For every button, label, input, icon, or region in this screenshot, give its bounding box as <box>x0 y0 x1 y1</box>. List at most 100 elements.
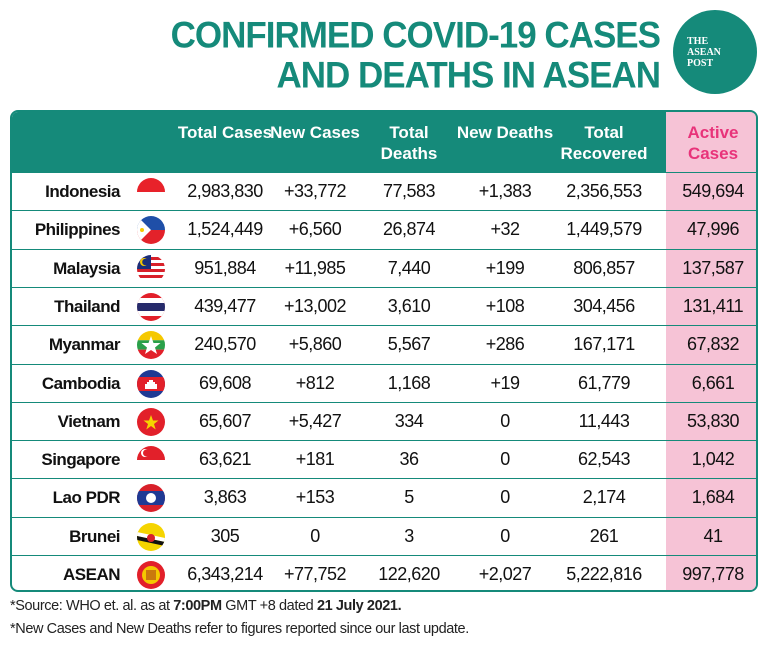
table-row: Lao PDR 3,863 +153 5 0 2,174 1,684 <box>12 478 756 516</box>
new-figures-footnote: *New Cases and New Deaths refer to figur… <box>10 621 469 637</box>
cell-new-cases: +181 <box>295 449 335 470</box>
cell-new-cases: +6,560 <box>288 219 342 240</box>
table-row: Malaysia 951,884 +11,985 7,440 +199 806,857 1… <box>12 248 756 287</box>
country-name: Cambodia <box>41 373 121 393</box>
column-header: New Deaths <box>456 123 554 142</box>
column-header: Active Cases <box>687 123 739 163</box>
cell-new-deaths: +286 <box>485 334 525 355</box>
country-name: ASEAN <box>62 565 121 584</box>
cell-total-deaths: 36 <box>399 449 419 470</box>
cell-new-deaths: +32 <box>490 219 520 240</box>
cell-active-cases: 1,684 <box>691 487 735 508</box>
cell-total-deaths: 334 <box>394 410 424 431</box>
cell-total-cases: 1,524,449 <box>187 219 263 240</box>
cell-new-cases: +33,772 <box>283 181 347 201</box>
cell-total-cases: 63,621 <box>198 449 252 470</box>
cell-total-cases: 3,863 <box>203 487 247 508</box>
covid-table: Total Cases New Cases Total Deaths New Deat… <box>10 110 758 592</box>
cell-new-deaths: +2,027 <box>478 564 532 584</box>
cell-new-cases: +13,002 <box>283 295 347 316</box>
cell-new-deaths: 0 <box>500 487 510 508</box>
cell-total-recovered: 5,222,816 <box>566 564 642 584</box>
cell-new-deaths: 0 <box>500 410 510 431</box>
cell-total-recovered: 806,857 <box>573 257 635 278</box>
cell-total-recovered: 2,356,553 <box>566 181 642 201</box>
country-name: Brunei <box>69 526 120 546</box>
cell-active-cases: 47,996 <box>686 219 740 240</box>
cell-new-cases: +153 <box>295 487 335 508</box>
cell-total-recovered: 11,443 <box>578 410 630 431</box>
country-name: Malaysia <box>53 258 120 278</box>
cell-total-cases: 2,983,830 <box>187 181 263 201</box>
table-row: Brunei 305 0 3 0 261 41 <box>12 516 756 555</box>
page-title: CONFIRMED COVID-19 CASES AND DEATHS IN A… <box>170 15 661 96</box>
cell-total-recovered: 304,456 <box>573 295 635 316</box>
cell-active-cases: 137,587 <box>682 257 744 278</box>
table-row: Myanmar 240,570 +5,860 5,567 +286 167,171 67,… <box>12 325 756 363</box>
cell-total-recovered: 61,779 <box>577 372 631 393</box>
cell-new-cases: +11,985 <box>284 257 346 278</box>
cell-active-cases: 1,042 <box>691 449 735 470</box>
cell-total-cases: 439,477 <box>194 295 256 316</box>
cell-total-deaths: 5,567 <box>387 334 431 355</box>
brunei-flag-icon <box>137 522 165 551</box>
country-name: Myanmar <box>48 335 121 355</box>
cell-new-deaths: +19 <box>490 372 520 393</box>
cell-total-deaths: 3,610 <box>387 295 431 316</box>
cell-total-deaths: 7,440 <box>387 257 431 278</box>
asean-post-logo: THE ASEAN POST <box>673 10 757 94</box>
column-header: Total Deaths <box>380 123 438 163</box>
cell-total-cases: 305 <box>210 525 240 546</box>
country-name: Thailand <box>54 296 120 316</box>
cell-active-cases: 53,830 <box>686 410 740 431</box>
indonesia-flag-icon <box>137 178 165 206</box>
table-row: Singapore 63,621 +181 36 0 62,543 1,042 <box>12 440 756 478</box>
cell-total-cases: 65,607 <box>198 410 252 431</box>
cell-total-cases: 6,343,214 <box>187 564 263 584</box>
cell-active-cases: 67,832 <box>686 334 740 355</box>
cell-total-recovered: 2,174 <box>582 487 626 508</box>
myanmar-flag-icon <box>137 331 165 360</box>
cell-new-cases: +5,427 <box>288 410 342 431</box>
country-name: Philippines <box>34 220 121 240</box>
cell-new-cases: +77,752 <box>283 564 347 584</box>
cell-total-deaths: 1,168 <box>387 372 431 393</box>
source-footnote: *Source: WHO et. al. as at 7:00PM GMT +8… <box>10 598 402 614</box>
column-header: New Cases <box>270 123 360 142</box>
cell-total-recovered: 167,171 <box>573 334 635 355</box>
cell-new-deaths: +1,383 <box>478 181 532 201</box>
cell-total-deaths: 5 <box>404 487 414 508</box>
country-name: Indonesia <box>45 182 120 201</box>
philippines-flag-icon <box>137 216 165 245</box>
cambodia-flag-icon <box>137 369 165 398</box>
cell-total-deaths: 122,620 <box>378 564 440 584</box>
cell-total-deaths: 77,583 <box>382 181 436 201</box>
cell-new-deaths: +199 <box>485 257 525 278</box>
cell-new-cases: 0 <box>310 525 320 546</box>
country-name: Lao PDR <box>52 488 121 508</box>
column-header: Total Cases <box>177 123 273 142</box>
table-row: Cambodia 69,608 +812 1,168 +19 61,779 6,661 <box>12 363 756 402</box>
table-row: Thailand 439,477 +13,002 3,610 +108 304,456 1… <box>12 286 756 325</box>
thailand-flag-icon <box>137 292 165 321</box>
cell-total-deaths: 3 <box>404 525 414 546</box>
cell-total-deaths: 26,874 <box>382 219 436 240</box>
table-row: Philippines 1,524,449 +6,560 26,874 +32 1,44… <box>12 210 756 248</box>
cell-active-cases: 6,661 <box>691 372 735 393</box>
table-row: Indonesia 2,983,830 +33,772 77,583 +1,383 2,… <box>12 172 756 210</box>
cell-new-deaths: 0 <box>500 525 510 546</box>
cell-total-recovered: 261 <box>589 525 619 546</box>
cell-new-cases: +812 <box>295 372 335 393</box>
cell-active-cases: 41 <box>703 525 723 546</box>
table-row: Vietnam 65,607 +5,427 334 0 11,443 53,830 <box>12 401 756 440</box>
laos-flag-icon <box>137 484 165 513</box>
cell-total-recovered: 1,449,579 <box>566 219 642 240</box>
cell-active-cases: 549,694 <box>682 181 744 201</box>
cell-active-cases: 997,778 <box>682 564 744 584</box>
cell-new-deaths: 0 <box>500 449 510 470</box>
table-header: Total Cases New Cases Total Deaths New Deat… <box>12 112 756 172</box>
cell-new-cases: +5,860 <box>288 334 342 355</box>
country-name: Vietnam <box>57 411 121 431</box>
country-name: Singapore <box>41 450 120 470</box>
active-column-highlight <box>666 112 756 590</box>
